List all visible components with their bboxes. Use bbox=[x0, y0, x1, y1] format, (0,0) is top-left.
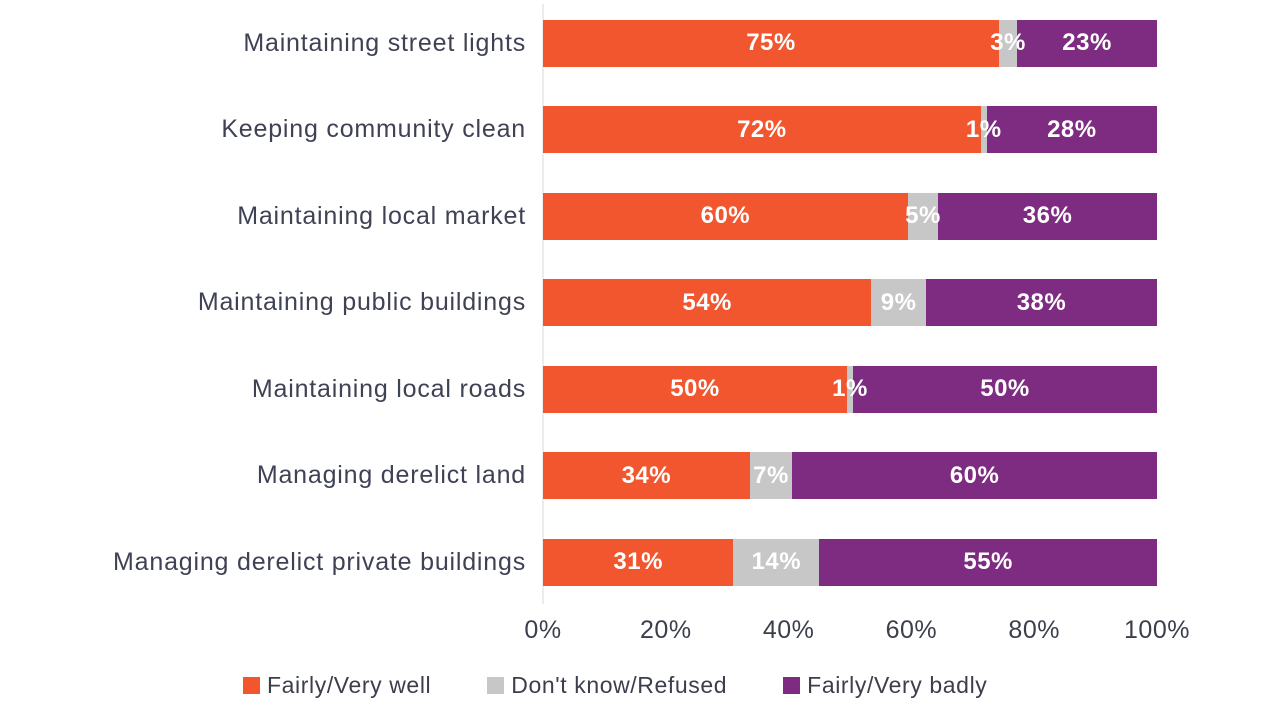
x-axis-tick: 40% bbox=[762, 615, 815, 644]
bar-segment: 28% bbox=[986, 106, 1157, 154]
chart-row: Managing derelict land 34% 7% 60% bbox=[0, 433, 1280, 520]
category-label: Managing derelict land bbox=[256, 461, 526, 489]
segment-value-label: 50% bbox=[980, 375, 1030, 403]
category-label: Managing derelict private buildings bbox=[113, 547, 526, 576]
bar-segment: 23% bbox=[1017, 19, 1157, 67]
bar-segment: 9% bbox=[871, 279, 926, 327]
category-label: Maintaining public buildings bbox=[197, 288, 526, 316]
bar-track: 50% 1% 50% bbox=[543, 365, 1157, 413]
segment-value-label: 38% bbox=[1016, 288, 1067, 316]
chart-row: Maintaining local market 60% 5% 36% bbox=[0, 173, 1280, 260]
segment-value-label: 1% bbox=[832, 375, 868, 403]
legend-label: Fairly/Very badly bbox=[807, 671, 988, 698]
legend-item: Fairly/Very badly bbox=[783, 672, 987, 699]
legend-label: Don't know/Refused bbox=[511, 671, 728, 698]
legend-item: Don't know/Refused bbox=[487, 672, 727, 699]
bar-segment: 55% bbox=[819, 538, 1157, 586]
legend-swatch-icon bbox=[487, 676, 505, 694]
segment-value-label: 60% bbox=[949, 461, 1000, 489]
legend-swatch-icon bbox=[783, 676, 801, 694]
x-axis-tick: 100% bbox=[1124, 615, 1190, 644]
bar-segment: 60% bbox=[792, 452, 1157, 500]
segment-value-label: 23% bbox=[1062, 29, 1112, 57]
bar-segment: 36% bbox=[938, 192, 1157, 240]
segment-value-label: 1% bbox=[965, 115, 1002, 143]
x-axis: 0% 20% 40% 60% 80% 100% bbox=[524, 615, 1189, 654]
chart-row: Maintaining local roads 50% 1% 50% bbox=[0, 346, 1280, 433]
bar-segment: 14% bbox=[733, 538, 820, 586]
legend-item: Fairly/Very well bbox=[243, 672, 431, 699]
chart-row: Keeping community clean 72% 1% 28% bbox=[0, 87, 1280, 174]
bar-segment: 7% bbox=[749, 452, 793, 500]
segment-value-label: 7% bbox=[753, 461, 789, 489]
x-axis-tick: 0% bbox=[524, 615, 562, 644]
category-label: Keeping community clean bbox=[221, 115, 526, 143]
segment-value-label: 36% bbox=[1022, 202, 1073, 230]
bar-track: 54% 9% 38% bbox=[543, 279, 1157, 327]
category-label: Maintaining street lights bbox=[243, 28, 526, 57]
segment-value-label: 50% bbox=[670, 375, 720, 403]
segment-value-label: 72% bbox=[737, 115, 787, 143]
plot-area: Maintaining street lights 75% 3% 23% Keeping… bbox=[0, 0, 1280, 606]
x-axis-tick: 80% bbox=[1008, 615, 1060, 644]
bar-segment: 31% bbox=[543, 538, 734, 586]
segment-value-label: 3% bbox=[990, 29, 1026, 57]
bar-segment: 1% bbox=[966, 106, 1001, 154]
segment-value-label: 54% bbox=[682, 288, 732, 316]
bar-track: 72% 1% 28% bbox=[543, 106, 1157, 154]
segment-value-label: 55% bbox=[963, 548, 1013, 576]
segment-value-label: 31% bbox=[613, 548, 663, 576]
category-label: Maintaining local roads bbox=[251, 374, 526, 403]
legend: Fairly/Very well Don't know/Refused Fairly… bbox=[243, 672, 1280, 699]
category-label: Maintaining local market bbox=[237, 201, 526, 230]
bar-segment: 60% bbox=[543, 192, 908, 240]
bar-segment: 5% bbox=[905, 192, 941, 240]
segment-value-label: 9% bbox=[880, 288, 917, 316]
bar-segment: 54% bbox=[543, 279, 872, 327]
bar-segment: 75% bbox=[543, 19, 999, 67]
bar-segment: 72% bbox=[543, 106, 981, 154]
segment-value-label: 14% bbox=[751, 548, 802, 576]
bar-segment: 3% bbox=[990, 19, 1025, 67]
chart-row: Maintaining public buildings 54% 9% 38% bbox=[0, 260, 1280, 347]
segment-value-label: 75% bbox=[746, 29, 796, 57]
segment-value-label: 5% bbox=[905, 202, 941, 230]
chart-row: Managing derelict private buildings 31% 14… bbox=[0, 519, 1280, 606]
bar-track: 31% 14% 55% bbox=[543, 538, 1157, 586]
x-axis-tick: 20% bbox=[640, 615, 692, 644]
segment-value-label: 60% bbox=[700, 202, 751, 230]
segment-value-label: 34% bbox=[621, 461, 672, 489]
bar-segment: 50% bbox=[543, 365, 847, 413]
bar-segment: 1% bbox=[832, 365, 867, 413]
legend-swatch-icon bbox=[243, 676, 260, 694]
bar-track: 75% 3% 23% bbox=[543, 19, 1157, 67]
x-axis-tick: 60% bbox=[885, 615, 938, 644]
bar-segment: 38% bbox=[925, 279, 1157, 327]
bar-segment: 50% bbox=[853, 365, 1157, 413]
legend-label: Fairly/Very well bbox=[267, 671, 432, 698]
bar-track: 34% 7% 60% bbox=[543, 452, 1157, 500]
chart-row: Maintaining street lights 75% 3% 23% bbox=[0, 0, 1280, 87]
bar-segment: 34% bbox=[543, 452, 750, 500]
segment-value-label: 28% bbox=[1047, 115, 1097, 143]
bar-track: 60% 5% 36% bbox=[543, 192, 1157, 240]
